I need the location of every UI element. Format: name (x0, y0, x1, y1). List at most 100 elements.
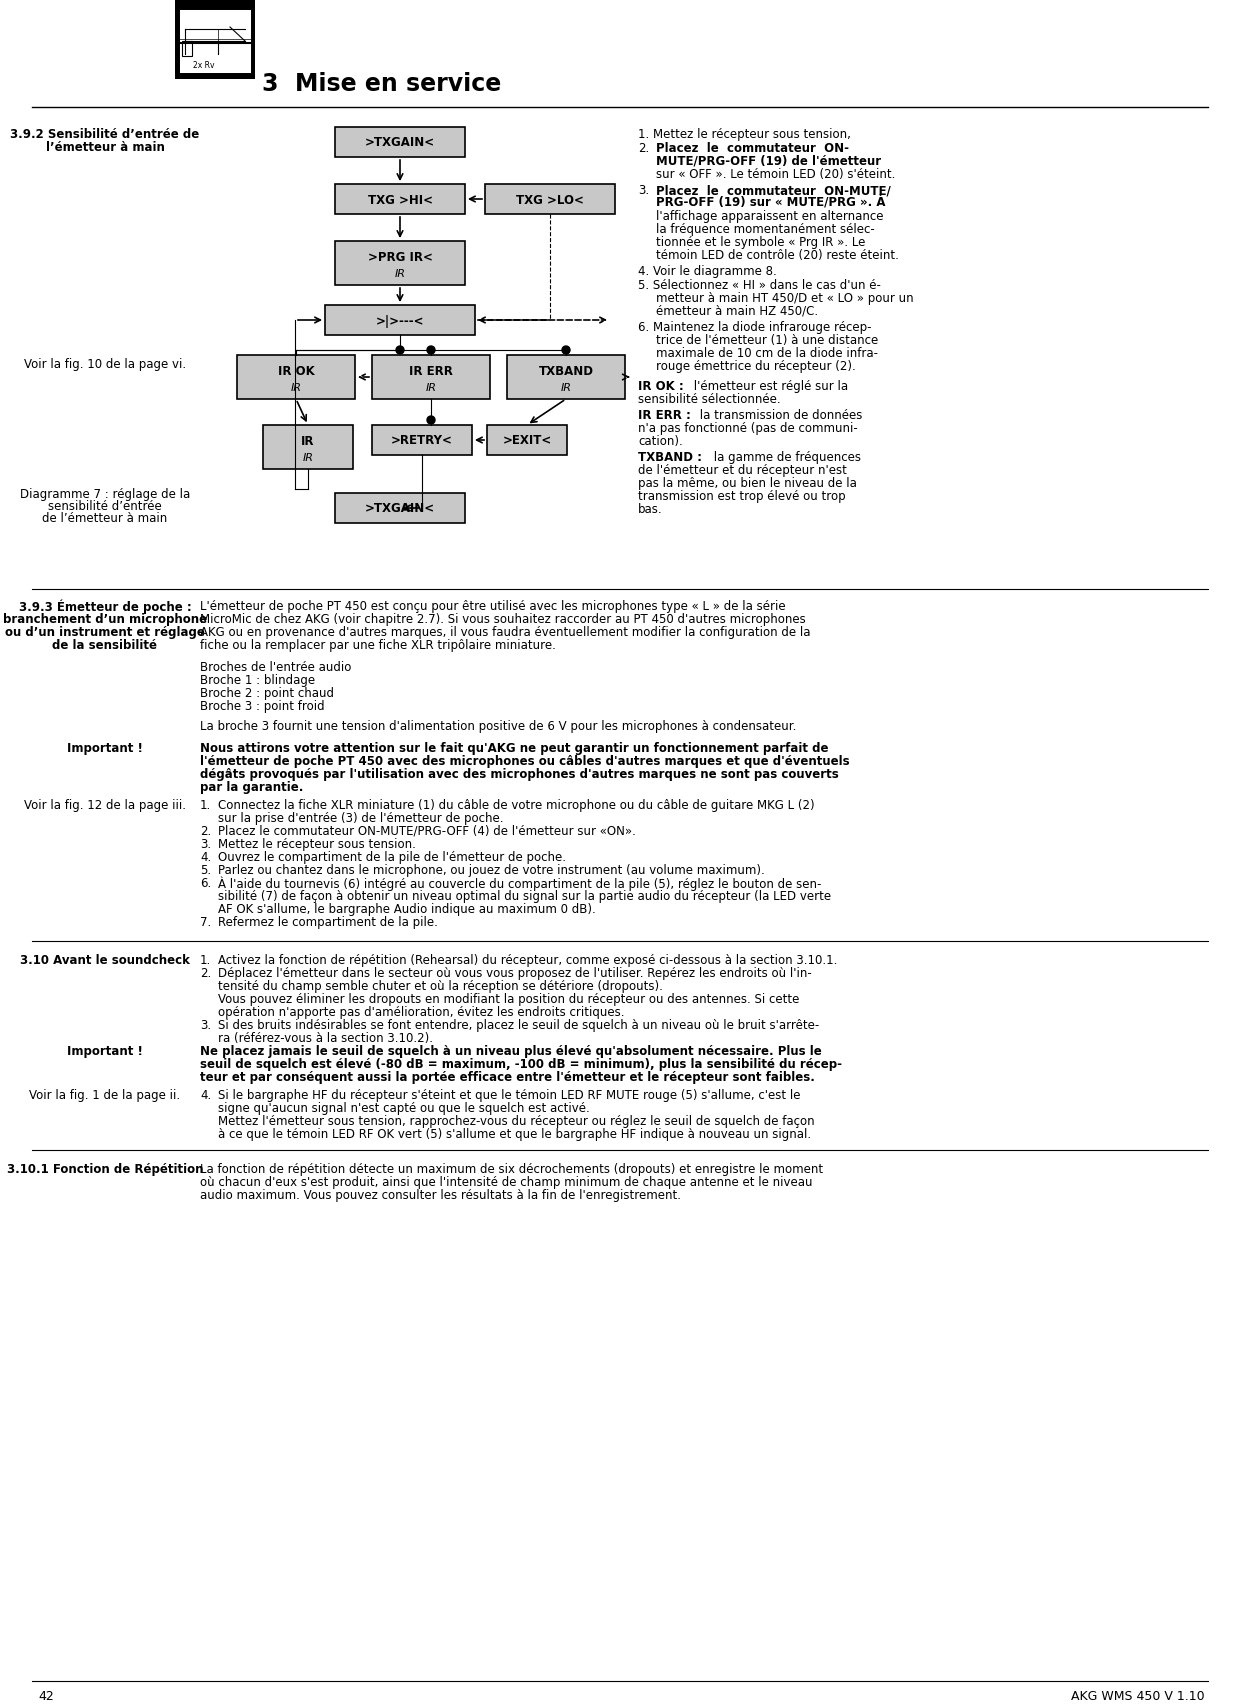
Text: la gamme de fréquences: la gamme de fréquences (711, 451, 860, 464)
Text: 1. Mettez le récepteur sous tension,: 1. Mettez le récepteur sous tension, (638, 128, 851, 142)
Bar (236, 355, 355, 399)
Text: ra (référez-vous à la section 3.10.2).: ra (référez-vous à la section 3.10.2). (218, 1031, 433, 1045)
Text: témoin LED de contrôle (20) reste éteint.: témoin LED de contrôle (20) reste éteint… (656, 249, 899, 261)
Text: Important !: Important ! (67, 741, 142, 754)
Text: IR: IR (395, 268, 406, 278)
Text: 1.: 1. (201, 799, 212, 811)
Bar (335, 242, 465, 285)
Text: Si le bargraphe HF du récepteur s'éteint et que le témoin LED RF MUTE rouge (5) : Si le bargraphe HF du récepteur s'éteint… (218, 1089, 801, 1101)
Text: Ouvrez le compartiment de la pile de l'émetteur de poche.: Ouvrez le compartiment de la pile de l'é… (218, 850, 566, 864)
Bar (335, 493, 465, 524)
Text: 3.9.3 Émetteur de poche :: 3.9.3 Émetteur de poche : (19, 599, 192, 615)
Text: Nous attirons votre attention sur le fait qu'AKG ne peut garantir un fonctionnem: Nous attirons votre attention sur le fai… (201, 741, 828, 754)
Text: Placez  le  commutateur  ON-MUTE/: Placez le commutateur ON-MUTE/ (656, 184, 891, 196)
Text: 3.9.2 Sensibilité d’entrée de: 3.9.2 Sensibilité d’entrée de (10, 128, 199, 142)
Bar (508, 355, 625, 399)
Text: 4.: 4. (201, 850, 212, 864)
Circle shape (427, 347, 435, 355)
Text: 4.: 4. (201, 1089, 212, 1101)
Text: TXBAND: TXBAND (539, 365, 593, 377)
Text: opération n'apporte pas d'amélioration, évitez les endroits critiques.: opération n'apporte pas d'amélioration, … (218, 1005, 624, 1019)
Bar (371, 425, 472, 456)
Text: La broche 3 fournit une tension d'alimentation positive de 6 V pour les micropho: La broche 3 fournit une tension d'alimen… (201, 720, 796, 732)
Text: 3.: 3. (638, 184, 649, 196)
Text: >|>---<: >|>---< (376, 314, 425, 328)
Text: IR: IR (291, 382, 302, 393)
Text: Mettez le récepteur sous tension.: Mettez le récepteur sous tension. (218, 838, 416, 850)
Bar (326, 306, 475, 336)
Text: 2.: 2. (201, 966, 212, 980)
Text: ou d’un instrument et réglage: ou d’un instrument et réglage (5, 626, 206, 638)
Text: MicroMic de chez AKG (voir chapitre 2.7). Si vous souhaitez raccorder au PT 450 : MicroMic de chez AKG (voir chapitre 2.7)… (201, 613, 806, 626)
Text: IR ERR: IR ERR (409, 365, 453, 377)
Text: Important !: Important ! (67, 1045, 142, 1057)
Bar (335, 128, 465, 159)
Text: pas la même, ou bien le niveau de la: pas la même, ou bien le niveau de la (638, 476, 857, 490)
Text: IR OK :: IR OK : (638, 379, 683, 393)
Text: 3  Mise en service: 3 Mise en service (262, 72, 501, 96)
Text: TXG >LO<: TXG >LO< (516, 193, 584, 207)
Bar (180, 10, 251, 73)
Text: IR OK: IR OK (277, 365, 314, 377)
Text: 6. Maintenez la diode infrarouge récep-: 6. Maintenez la diode infrarouge récep- (638, 321, 872, 335)
Text: 3.10.1 Fonction de Répétition: 3.10.1 Fonction de Répétition (6, 1162, 203, 1176)
Text: metteur à main HT 450/D et « LO » pour un: metteur à main HT 450/D et « LO » pour u… (656, 292, 914, 306)
Text: Voir la fig. 1 de la page ii.: Voir la fig. 1 de la page ii. (30, 1089, 181, 1101)
Text: Placez le commutateur ON-MUTE/PRG-OFF (4) de l'émetteur sur «ON».: Placez le commutateur ON-MUTE/PRG-OFF (4… (218, 824, 636, 838)
Text: l'émetteur est réglé sur la: l'émetteur est réglé sur la (690, 379, 848, 393)
Text: Broche 2 : point chaud: Broche 2 : point chaud (201, 686, 334, 700)
Text: 5.: 5. (201, 864, 212, 876)
Text: la fréquence momentanément sélec-: la fréquence momentanément sélec- (656, 224, 875, 236)
Text: 42: 42 (38, 1688, 53, 1702)
Text: Diagramme 7 : réglage de la: Diagramme 7 : réglage de la (20, 488, 191, 500)
Text: tionnée et le symbole « Prg IR ». Le: tionnée et le symbole « Prg IR ». Le (656, 236, 865, 249)
Bar (182, 43, 192, 56)
Text: par la garantie.: par la garantie. (201, 780, 303, 794)
Text: bas.: bas. (638, 502, 662, 516)
Text: cation).: cation). (638, 435, 682, 447)
Text: maximale de 10 cm de la diode infra-: maximale de 10 cm de la diode infra- (656, 347, 878, 360)
Text: PRG-OFF (19) sur « MUTE/PRG ». À: PRG-OFF (19) sur « MUTE/PRG ». À (656, 196, 885, 210)
Text: Voir la fig. 10 de la page vi.: Voir la fig. 10 de la page vi. (24, 358, 186, 370)
Text: Broches de l'entrée audio: Broches de l'entrée audio (201, 661, 352, 674)
Text: émetteur à main HZ 450/C.: émetteur à main HZ 450/C. (656, 306, 818, 318)
Text: Refermez le compartiment de la pile.: Refermez le compartiment de la pile. (218, 915, 438, 929)
Text: 3.: 3. (201, 1019, 212, 1031)
Text: sensibilité sélectionnée.: sensibilité sélectionnée. (638, 393, 781, 406)
Text: TXBAND :: TXBAND : (638, 451, 702, 464)
Text: 2x Rv: 2x Rv (193, 61, 214, 70)
Text: Ne placez jamais le seuil de squelch à un niveau plus élevé qu'absolument nécess: Ne placez jamais le seuil de squelch à u… (201, 1045, 822, 1057)
Text: sur « OFF ». Le témoin LED (20) s'éteint.: sur « OFF ». Le témoin LED (20) s'éteint… (656, 167, 895, 181)
Text: l'affichage apparaissent en alternance: l'affichage apparaissent en alternance (656, 210, 884, 224)
Bar (485, 184, 615, 215)
Text: 2.: 2. (638, 142, 649, 155)
Text: >EXIT<: >EXIT< (503, 434, 552, 447)
Text: Si des bruits indésirables se font entendre, placez le seuil de squelch à un niv: Si des bruits indésirables se font enten… (218, 1019, 820, 1031)
Text: >TXGAIN<: >TXGAIN< (365, 137, 435, 150)
Text: trice de l'émetteur (1) à une distance: trice de l'émetteur (1) à une distance (656, 335, 878, 347)
Text: AF OK s'allume, le bargraphe Audio indique au maximum 0 dB).: AF OK s'allume, le bargraphe Audio indiq… (218, 903, 595, 915)
Text: Activez la fonction de répétition (Rehearsal) du récepteur, comme exposé ci-dess: Activez la fonction de répétition (Rehea… (218, 954, 837, 966)
Circle shape (427, 417, 435, 425)
Text: où chacun d'eux s'est produit, ainsi que l'intensité de champ minimum de chaque : où chacun d'eux s'est produit, ainsi que… (201, 1176, 812, 1188)
Text: de l'émetteur et du récepteur n'est: de l'émetteur et du récepteur n'est (638, 464, 847, 476)
Text: à ce que le témoin LED RF OK vert (5) s'allume et que le bargraphe HF indique à : à ce que le témoin LED RF OK vert (5) s'… (218, 1127, 811, 1140)
Text: seuil de squelch est élevé (-80 dB = maximum, -100 dB = minimum), plus la sensib: seuil de squelch est élevé (-80 dB = max… (201, 1057, 842, 1070)
Text: transmission est trop élevé ou trop: transmission est trop élevé ou trop (638, 490, 846, 502)
Text: 4. Voir le diagramme 8.: 4. Voir le diagramme 8. (638, 265, 776, 278)
Bar (335, 184, 465, 215)
Text: branchement d’un microphone: branchement d’un microphone (2, 613, 207, 626)
Text: signe qu'aucun signal n'est capté ou que le squelch est activé.: signe qu'aucun signal n'est capté ou que… (218, 1101, 589, 1115)
Bar (262, 425, 353, 469)
Text: l'émetteur de poche PT 450 avec des microphones ou câbles d'autres marques et qu: l'émetteur de poche PT 450 avec des micr… (201, 754, 849, 768)
Text: Placez  le  commutateur  ON-: Placez le commutateur ON- (656, 142, 849, 155)
Text: Déplacez l'émetteur dans le secteur où vous vous proposez de l'utiliser. Repérez: Déplacez l'émetteur dans le secteur où v… (218, 966, 812, 980)
Text: l’émetteur à main: l’émetteur à main (46, 142, 165, 154)
Circle shape (396, 347, 404, 355)
Text: IR: IR (426, 382, 437, 393)
Text: IR ERR :: IR ERR : (638, 408, 691, 422)
Text: 3.: 3. (201, 838, 212, 850)
Text: de l’émetteur à main: de l’émetteur à main (42, 512, 167, 524)
Text: L'émetteur de poche PT 450 est conçu pour être utilisé avec les microphones type: L'émetteur de poche PT 450 est conçu pou… (201, 599, 786, 613)
Text: La fonction de répétition détecte un maximum de six décrochements (dropouts) et : La fonction de répétition détecte un max… (201, 1162, 823, 1176)
